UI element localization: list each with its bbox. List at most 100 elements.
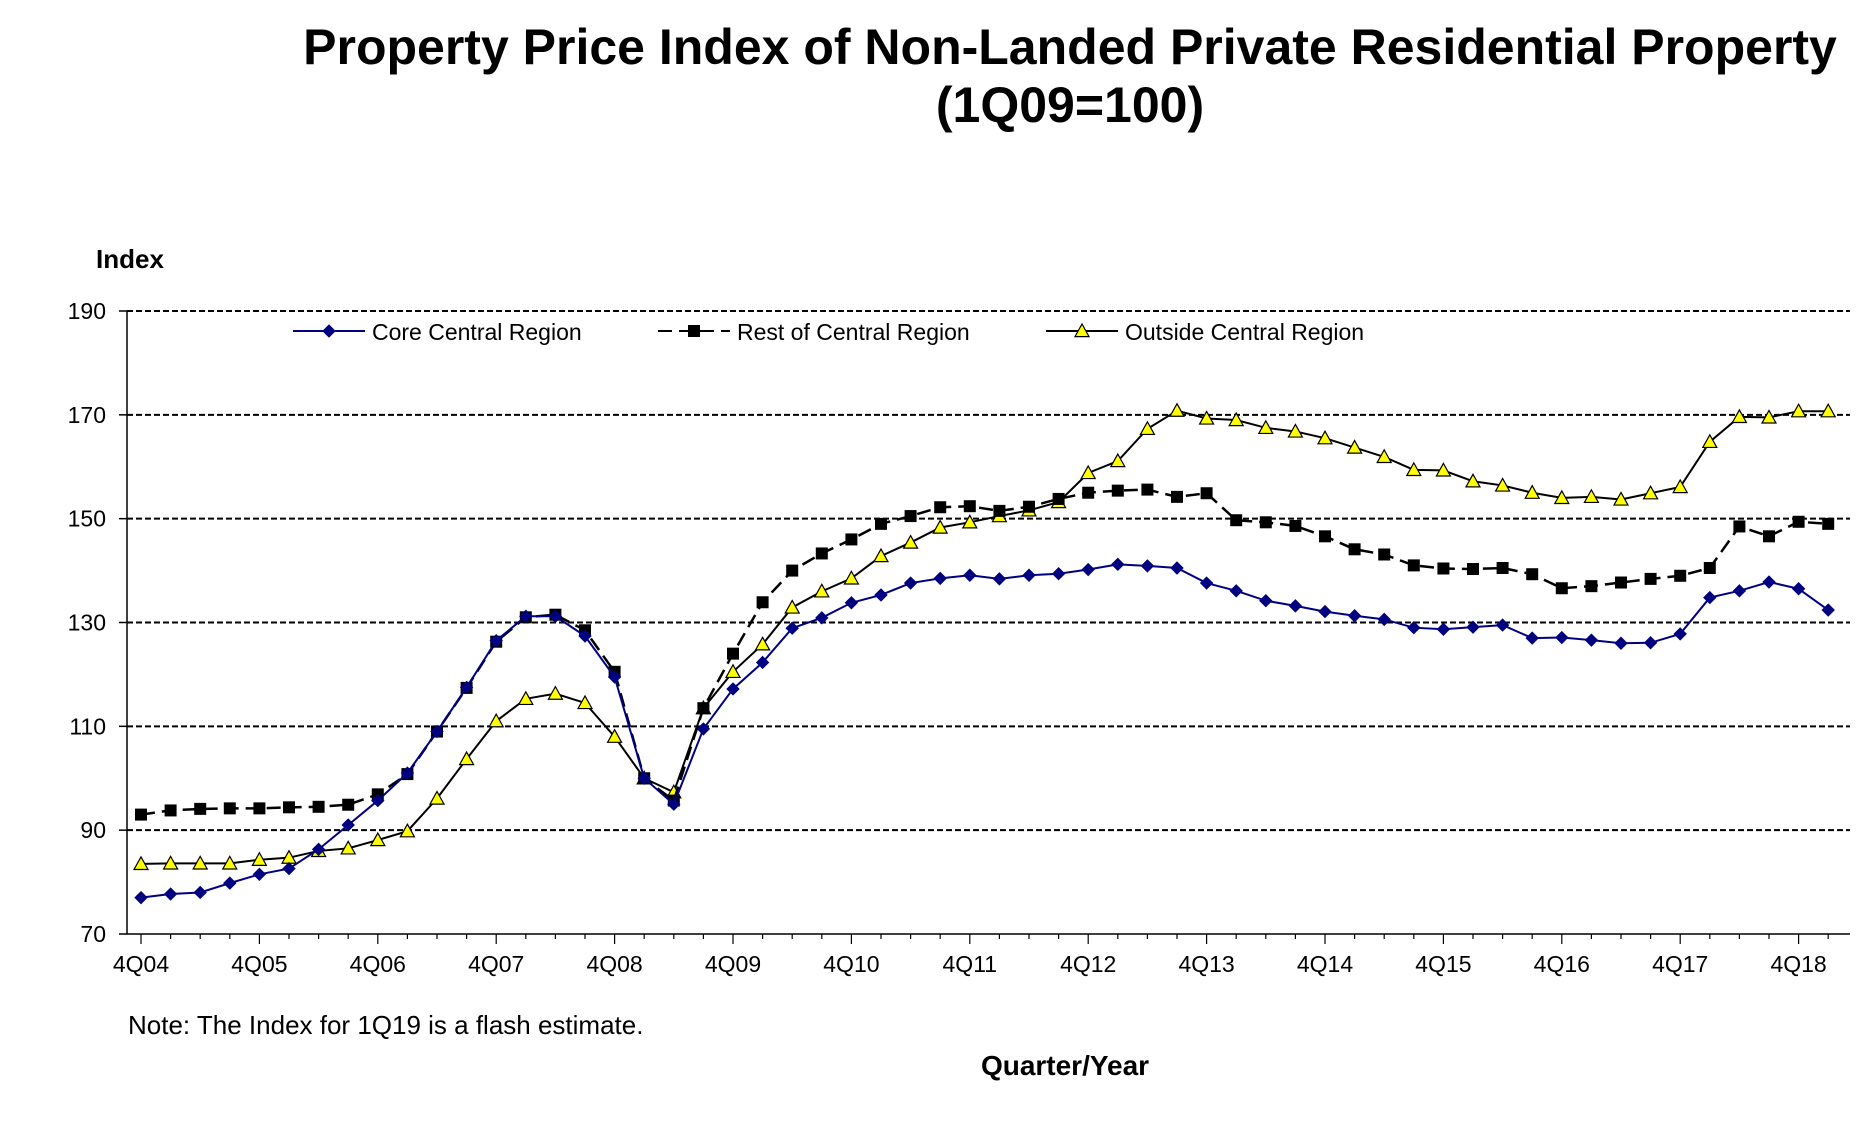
series-1-point [1703,561,1716,574]
series-0-point [785,621,799,635]
series-0-point [933,571,947,586]
series-0-point [1436,622,1451,636]
series-0-point [1643,636,1658,650]
series-2-point [576,694,594,710]
series-0-point [815,611,829,625]
series-1-point [1822,517,1835,530]
series-1-point [1496,561,1509,574]
series-1-point [1733,520,1746,533]
series-1-point [963,500,976,513]
legend-marker-1 [688,325,700,337]
legend-label-2: Outside Central Region [1125,319,1364,345]
series-0-point [1673,627,1687,641]
series-2-point [399,822,416,838]
series-2-point [251,851,268,866]
chart-title-line-2: (1Q09=100) [935,77,1205,133]
series-0-point [489,633,503,648]
x-tick-label: 4Q07 [468,951,524,977]
series-0-point [1495,618,1510,632]
series-1-point [1792,515,1805,528]
series-0-point [1081,562,1095,577]
x-tick-label: 4Q18 [1770,951,1826,977]
series-0-point [1229,584,1243,598]
x-tick-label: 4Q13 [1178,951,1234,977]
series-0-point [193,885,207,900]
series-0-point [371,793,385,808]
series-1-point [1052,492,1065,505]
legend-marker-2 [1073,322,1091,338]
series-2-point [458,750,475,766]
series-2-point [1139,420,1156,436]
series-0-point [1525,631,1539,645]
series-2-point [902,534,919,549]
series-2-point [1228,411,1245,427]
series-1-point [1023,500,1035,513]
y-tick-label: 150 [68,506,106,532]
series-0-point [1555,630,1569,645]
series-0-point [341,818,355,832]
series-1-point [993,504,1006,517]
series-2-point [1287,423,1304,438]
series-2-point [784,599,801,614]
x-tick-label: 4Q08 [586,951,642,977]
y-tick-label: 170 [68,402,106,428]
series-1-point [223,802,236,815]
series-0-point [134,890,148,905]
series-0-point [1259,593,1273,608]
series-1-point [1289,519,1302,532]
series-1-point [1200,487,1213,500]
series-0-point [1614,636,1628,650]
series-2-point [932,519,949,534]
series-0-point [1199,576,1214,590]
series-0-point [459,680,474,695]
series-2-point [1672,478,1689,494]
series-0-point [1170,561,1184,575]
y-tick-label: 190 [68,298,106,324]
series-0-point [903,576,918,590]
chart-title: Property Price Index of Non-Landed Priva… [270,18,1870,134]
legend-label-1: Rest of Central Region [737,319,970,345]
series-0-point [282,861,296,876]
series-1-point [1644,572,1657,585]
series-1-point [1763,530,1775,543]
series-1-point [135,808,147,821]
series-2-point [369,831,386,847]
series-1-point [312,800,325,813]
x-tick-label: 4Q12 [1060,951,1116,977]
series-1-point [1230,514,1243,527]
series-1-point [1378,548,1391,561]
series-0-point [696,722,711,736]
series-2-point [1583,488,1600,504]
series-2-point [1553,489,1570,505]
series-1-point [1615,576,1627,589]
series-0-point [311,842,326,857]
series-2-point [132,855,150,871]
y-tick-label: 90 [80,817,106,843]
series-0-point [1318,604,1332,619]
series-0-point [963,568,977,582]
series-1-point [1407,559,1420,572]
series-2-point [1524,484,1541,499]
series-2-point [428,790,446,805]
y-tick-label: 70 [80,921,106,947]
series-2-point [1435,462,1452,477]
series-2-point [488,712,505,728]
series-1-point [1082,486,1095,499]
series-0-point [1022,568,1036,582]
x-tick-label: 4Q04 [113,951,169,977]
series-2-point [517,690,534,706]
series-2-point [1316,429,1334,445]
series-2-point [606,728,623,743]
series-2-point [1464,473,1482,488]
series-1-point [904,510,917,523]
series-1-point [1467,563,1479,576]
series-1-point [1259,516,1272,529]
series-2-point [1198,410,1215,425]
x-tick-label: 4Q15 [1415,951,1471,977]
series-2-point [843,570,860,585]
series-2-point [1257,419,1274,435]
series-2-point [1642,484,1659,500]
series-1-point [727,647,739,660]
series-2-point [1820,402,1837,418]
series-2-point [1731,408,1748,424]
